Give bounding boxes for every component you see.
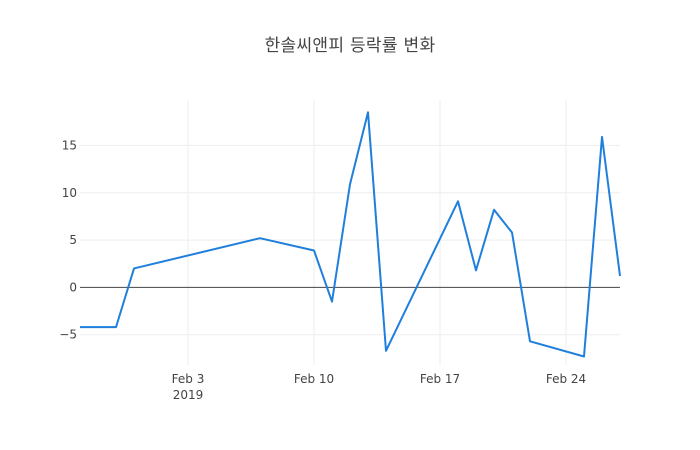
x-tick-label: Feb 17: [420, 372, 460, 386]
y-tick-label: −5: [59, 328, 77, 342]
x-tick-label: Feb 3: [172, 372, 205, 386]
series-line: [80, 111, 621, 358]
y-tick-label: 0: [69, 280, 77, 294]
x-axis-ticks: Feb 3 2019 Feb 10 Feb 17 Feb 24: [172, 372, 587, 402]
chart-title: 한솔씨앤피 등락률 변화: [264, 36, 436, 56]
series-layer: [79, 111, 621, 358]
x-tick-label: Feb 10: [294, 372, 334, 386]
y-tick-label: 15: [62, 138, 77, 152]
y-tick-label: 5: [69, 233, 77, 247]
x-tick-label: Feb 24: [546, 372, 586, 386]
grid-layer: [80, 100, 620, 365]
x-tick-year-label: 2019: [173, 388, 204, 402]
y-tick-label: 10: [62, 186, 77, 200]
y-axis-ticks: −5 0 5 10 15: [59, 138, 77, 341]
